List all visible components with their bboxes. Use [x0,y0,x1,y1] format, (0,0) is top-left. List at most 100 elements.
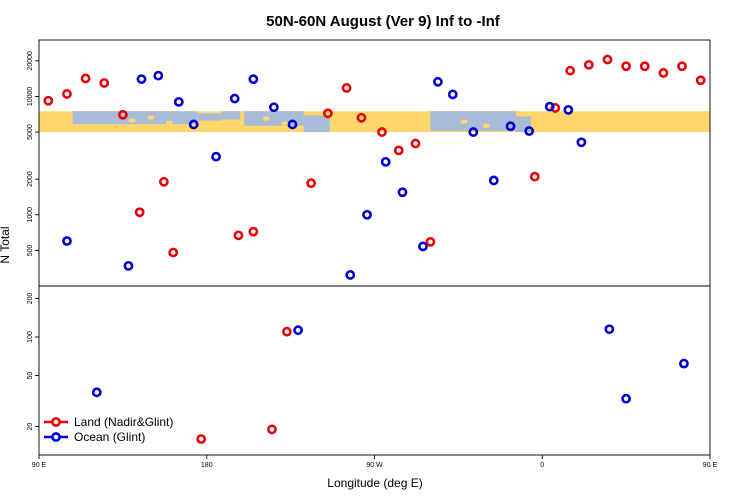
ocean-point [604,324,615,335]
y-tick-label: 500 [27,244,34,256]
map-ocean-region [303,115,330,133]
map-ocean-region [221,111,241,120]
land-point [356,112,367,123]
land-point [583,59,594,70]
legend-marker-land [51,417,61,427]
map-island [165,120,173,125]
y-tick-label: 100 [27,331,34,343]
ocean-point [62,236,72,246]
chart-title: 50N-60N August (Ver 9) Inf to -Inf [266,13,501,30]
ocean-point [468,127,479,137]
land-point [393,145,404,156]
land-point [43,95,54,106]
ocean-point [576,137,587,148]
land-point [602,54,613,65]
ocean-point [123,260,134,271]
map-ocean-region [72,111,198,125]
land-point [550,103,561,113]
ocean-point [136,74,147,85]
land-point [658,68,669,78]
ocean-point [287,119,298,130]
y-tick-label: 10000 [27,87,34,107]
y-tick-label: 1000 [27,207,34,223]
y-axis-top: 500 1000 2000 5000 10000 20000 [27,51,39,256]
land-point [117,109,128,120]
ocean-point [211,151,221,162]
ocean-point [188,119,199,130]
land-point [323,108,333,119]
ocean-point [380,156,391,167]
legend-marker-ocean [51,432,61,442]
land-point [99,78,110,88]
ocean-point [345,270,356,280]
y-tick-label: 20 [27,423,34,431]
x-axis-label: Longitude (deg E) [327,476,422,490]
ocean-point [432,76,443,87]
land-point [565,65,576,76]
ocean-point [153,70,164,81]
y-tick-label: 5000 [27,124,34,140]
map-ocean-region [430,111,517,132]
ocean-point [679,358,689,369]
legend-label-land: Land (Nadir&Glint) [74,415,173,429]
land-point [529,171,540,182]
ocean-point [229,93,240,104]
ocean-point [488,175,499,186]
y-axis-bottom: 20 50 100 200 [27,292,39,430]
x-axis: 90 E 180 90 W 0 90 E [32,455,718,469]
land-point [306,178,317,189]
ocean-point [397,187,408,198]
map-island [281,121,289,126]
map-island [128,118,136,123]
legend-label-ocean: Ocean (Glint) [74,430,145,444]
y-tick-label: 20000 [27,51,34,71]
ocean-point [173,96,184,107]
plot-area [38,39,711,456]
y-tick-label: 2000 [27,171,34,187]
x-tick-label: 90 E [703,462,718,469]
x-tick-label: 180 [201,462,213,469]
y-tick-label: 50 [27,372,34,380]
ocean-point [505,121,516,132]
land-point [168,247,179,258]
land-point [341,83,352,93]
x-tick-label: 90 E [32,462,47,469]
ocean-point [268,102,279,113]
land-point [134,207,145,218]
x-tick-label: 0 [540,462,544,469]
y-axis-label: N Total [0,226,12,263]
map-island [482,123,490,129]
ocean-point [524,126,535,136]
land-point [695,75,706,86]
ocean-point [563,104,574,115]
land-point [196,434,207,444]
world-map-band [39,111,710,133]
ocean-point [362,209,372,220]
ocean-point [621,393,632,404]
ocean-point [293,325,303,336]
land-point [233,230,244,241]
ocean-point [447,89,458,100]
land-point [410,138,421,149]
land-point [62,89,72,99]
x-tick-label: 90 W [366,462,383,469]
land-point [248,226,259,237]
legend: Land (Nadir&Glint)Ocean (Glint) [44,415,173,444]
land-point [639,61,650,72]
map-ocean-region [197,113,222,121]
land-point [377,127,387,137]
ocean-point [248,74,259,85]
ocean-point [418,241,428,252]
data-points [43,54,706,444]
land-point [621,61,632,72]
y-tick-label: 200 [27,292,34,304]
map-island [147,115,155,120]
map-island [460,119,468,124]
land-point [80,73,91,84]
land-point [158,176,169,187]
land-point [677,61,687,72]
land-point [281,326,292,337]
land-point [267,424,277,435]
land-point [425,236,436,247]
